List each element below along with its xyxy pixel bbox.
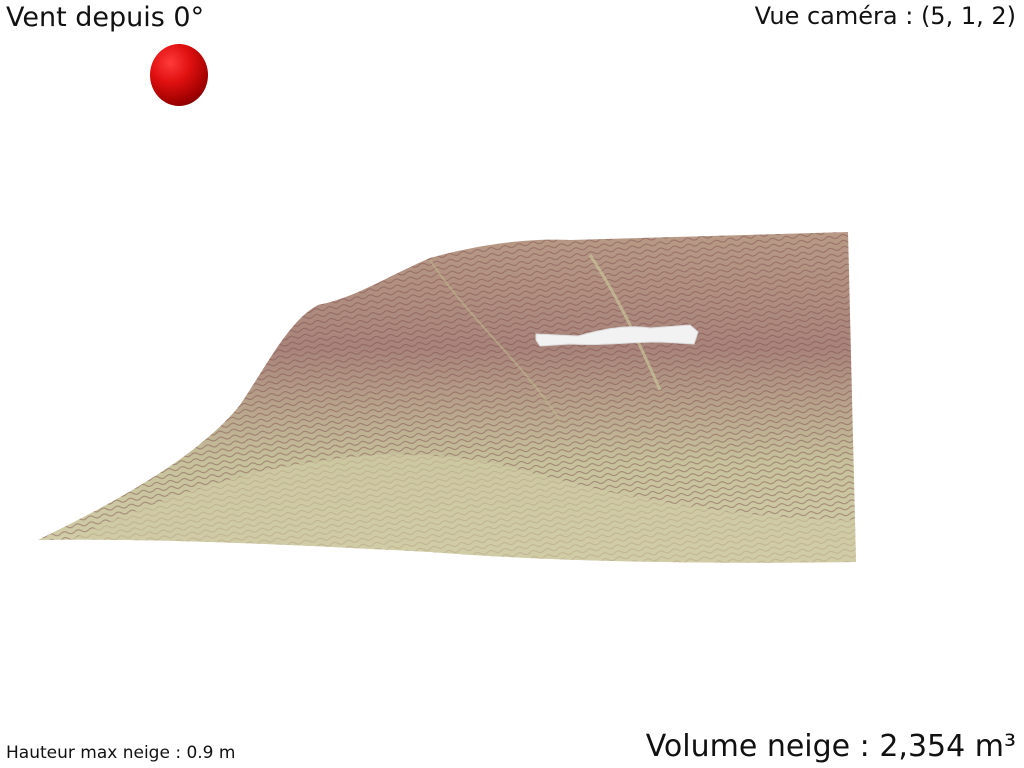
snow-volume-label: Volume neige : 2,354 m³ [645,729,1016,764]
terrain-mesh [38,232,856,563]
wind-direction-sphere-icon [150,44,208,106]
wind-direction-label: Vent depuis 0° [6,2,205,33]
camera-view-label: Vue caméra : (5, 1, 2) [754,2,1016,30]
max-snow-height-label: Hauteur max neige : 0.9 m [6,743,236,763]
terrain-ridge-2 [429,259,561,421]
snow-deposit [535,324,699,347]
terrain-ridge [588,254,662,391]
